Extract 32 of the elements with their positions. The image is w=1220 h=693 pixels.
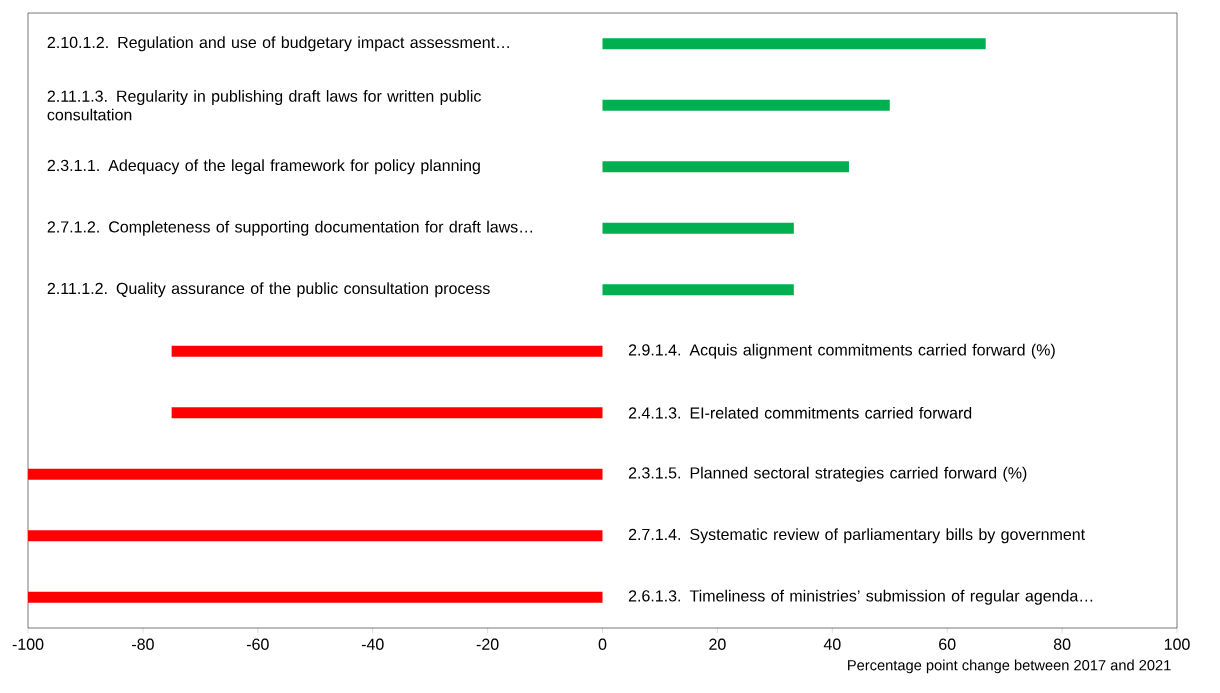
x-tick-label: -60	[246, 638, 269, 650]
y-tick-label: 2.9.1.4. Acquis alignment commitments carried forward (%)	[628, 343, 1055, 359]
x-tick-label: -40	[361, 638, 384, 650]
x-tick-label: 60	[939, 638, 956, 650]
y-tick-label: 2.6.1.3. Timeliness of ministries’ submission of regular agenda…	[628, 589, 1093, 605]
bar	[28, 530, 603, 542]
y-tick-label: 2.7.1.4. Systematic review of parliamentary bills by government	[628, 528, 1085, 544]
bar	[171, 345, 603, 357]
bar	[602, 99, 890, 111]
x-tick-label: 0	[598, 638, 607, 650]
y-tick-label: 2.11.1.3. Regularity in publishing draft laws for written public consultation	[47, 90, 481, 121]
y-tick-label: 2.10.1.2. Regulation and use of budgetary impact assessment…	[47, 36, 509, 52]
x-tick-label: 100	[1164, 638, 1190, 650]
x-tick-label: 20	[709, 638, 726, 650]
y-tick-label: 2.3.1.1. Adequacy of the legal framework for policy planning	[47, 159, 480, 175]
x-tick-label: -20	[476, 638, 499, 650]
bar	[602, 38, 986, 50]
x-tick-label: 40	[823, 638, 841, 650]
bar	[171, 407, 603, 419]
bar	[28, 591, 603, 603]
y-tick-label: 2.11.1.2. Quality assurance of the public consultation process	[47, 282, 490, 298]
x-tick-label: -80	[132, 638, 154, 650]
x-tick-label: -100	[12, 638, 44, 650]
y-tick-label: 2.7.1.2. Completeness of supporting documentation for draft laws…	[47, 220, 533, 236]
y-tick-label: 2.4.1.3. EI-related commitments carried forward	[628, 406, 972, 419]
y-tick-label: 2.3.1.5. Planned sectoral strategies carried forward (%)	[628, 466, 1027, 482]
bar	[602, 284, 794, 296]
bar	[28, 468, 603, 480]
x-tick-label: 80	[1053, 638, 1071, 650]
bar	[602, 222, 794, 234]
x-axis-title: Percentage point change between 2017 and 2021	[848, 659, 1171, 674]
bar	[602, 161, 849, 173]
